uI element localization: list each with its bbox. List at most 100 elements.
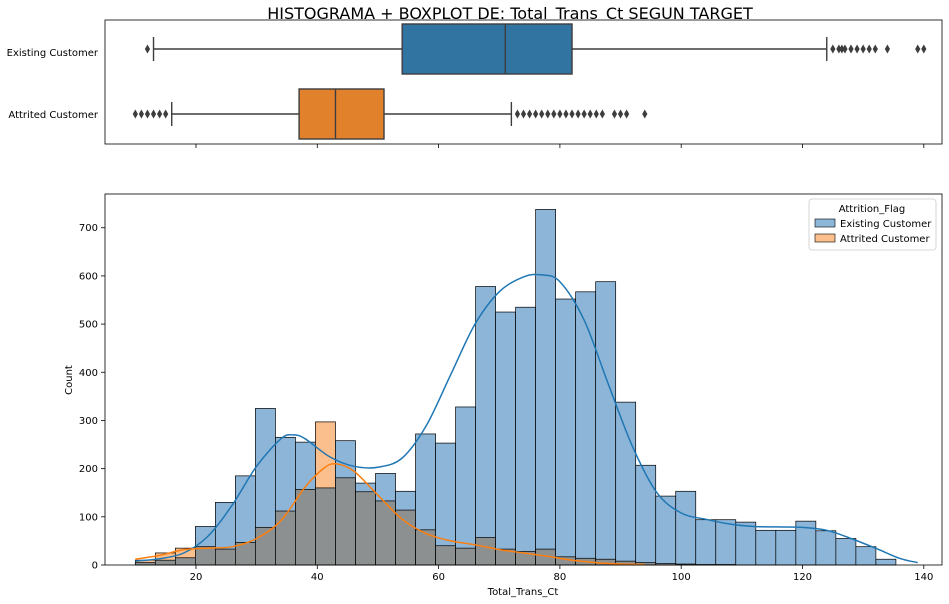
bar-overlap-11 [355,491,376,566]
legend-frame [808,198,937,251]
bar-existing-18 [495,311,516,566]
outlier-existing-9 [872,44,878,54]
bar-overlap-1 [154,559,176,566]
outlier-attrited-18 [587,109,593,119]
outlier-attrited-1 [138,109,144,119]
histogram-bars [134,209,897,566]
bar-overlap-7 [275,510,296,566]
outlier-attrited-0 [132,109,138,119]
outlier-attrited-15 [569,109,575,119]
legend-title: Attrition_Flag [839,204,906,215]
bar-existing-20 [535,209,556,566]
outlier-existing-10 [884,44,891,54]
outlier-attrited-6 [514,109,521,119]
outlier-attrited-23 [624,109,630,119]
xtick-label-60: 60 [432,572,445,583]
histogram-panel: 20 40 60 80 100 120 140 0 100 200 300 400 500 600 700… [64,193,943,598]
box-category-existing: Existing Customer [7,48,99,59]
outlier-existing-12 [921,44,927,54]
legend-label-attrited: Attrited Customer [840,234,930,245]
outlier-attrited-21 [611,109,618,119]
boxplot-xticks [195,144,925,148]
bar-existing-31 [755,529,777,566]
ytick-label-500: 500 [79,320,98,331]
box-category-attrited: Attrited Customer [8,110,98,121]
ytick-label-600: 600 [79,271,98,282]
outlier-attrited-17 [581,109,587,119]
bar-existing-19 [515,306,536,566]
boxplot-marks [132,23,927,140]
outlier-existing-8 [866,44,872,54]
box-existing [401,23,573,75]
bar-existing-26 [655,495,677,566]
xtick-label-100: 100 [672,572,691,583]
ytick-label-0: 0 [92,561,98,572]
outlier-existing-0 [144,44,151,54]
bar-existing-32 [775,529,797,566]
bar-existing-28 [695,519,717,566]
outlier-attrited-2 [144,109,151,119]
outlier-attrited-14 [563,109,569,119]
xtick-label-40: 40 [311,572,324,583]
boxplot-frame [104,19,943,145]
bar-existing-27 [675,490,697,566]
outlier-attrited-13 [557,109,563,119]
kde-line-attrited [135,462,645,566]
outlier-existing-3 [839,44,845,54]
bar-existing-37 [875,558,897,566]
bar-existing-17 [475,286,496,566]
outlier-existing-2 [836,44,842,54]
outlier-existing-7 [860,44,866,54]
outlier-existing-11 [915,44,921,54]
xtick-label-120: 120 [793,572,812,583]
outlier-existing-4 [842,44,848,54]
outlier-attrited-16 [575,109,581,119]
bar-existing-29 [715,519,737,566]
outlier-attrited-3 [150,109,157,119]
outlier-existing-5 [848,44,854,54]
xtick-label-140: 140 [914,572,933,583]
outlier-attrited-9 [533,109,539,119]
bar-existing-22 [575,291,597,566]
bar-overlap-4 [215,548,236,566]
legend: Attrition_Flag Existing Customer Attrite… [808,198,937,251]
bar-existing-25 [635,464,657,566]
outlier-attrited-19 [593,109,599,119]
outlier-attrited-24 [642,109,648,119]
bar-existing-34 [815,530,837,566]
ytick-label-200: 200 [79,464,98,475]
bar-existing-21 [555,298,577,566]
outlier-attrited-7 [520,109,527,119]
bar-overlap-2 [175,557,196,566]
ytick-label-300: 300 [79,416,98,427]
bar-existing-16 [455,406,476,566]
bar-existing-24 [615,401,637,566]
kde-lines [135,273,918,566]
bar-existing-30 [735,521,757,566]
kde-line-existing [135,273,918,564]
ytick-label-400: 400 [79,368,98,379]
y-axis-label: Count [64,365,75,395]
outlier-attrited-10 [539,109,545,119]
histogram-yticks: 0 100 200 300 400 500 600 700 [79,223,105,572]
outlier-attrited-12 [551,109,557,119]
legend-label-existing: Existing Customer [840,219,932,230]
bar-overlap-10 [335,477,356,566]
outlier-attrited-20 [599,109,605,119]
x-axis-label: Total_Trans_Ct [487,587,559,598]
bar-existing-23 [595,281,617,566]
figure-title: HISTOGRAMA + BOXPLOT DE: Total_Trans_Ct … [267,4,753,24]
bar-overlap-8 [295,489,316,566]
xtick-label-80: 80 [554,572,567,583]
outlier-attrited-8 [526,109,533,119]
bar-overlap-3 [195,546,216,566]
ytick-label-700: 700 [79,223,98,234]
legend-swatch-attrited [814,233,836,243]
bar-overlap-15 [435,545,456,566]
outlier-attrited-11 [545,109,551,119]
outlier-existing-6 [854,44,860,54]
bar-existing-35 [835,538,857,566]
boxplot-panel: Existing Customer Attrited Customer [7,19,943,148]
bar-overlap-14 [415,529,436,566]
